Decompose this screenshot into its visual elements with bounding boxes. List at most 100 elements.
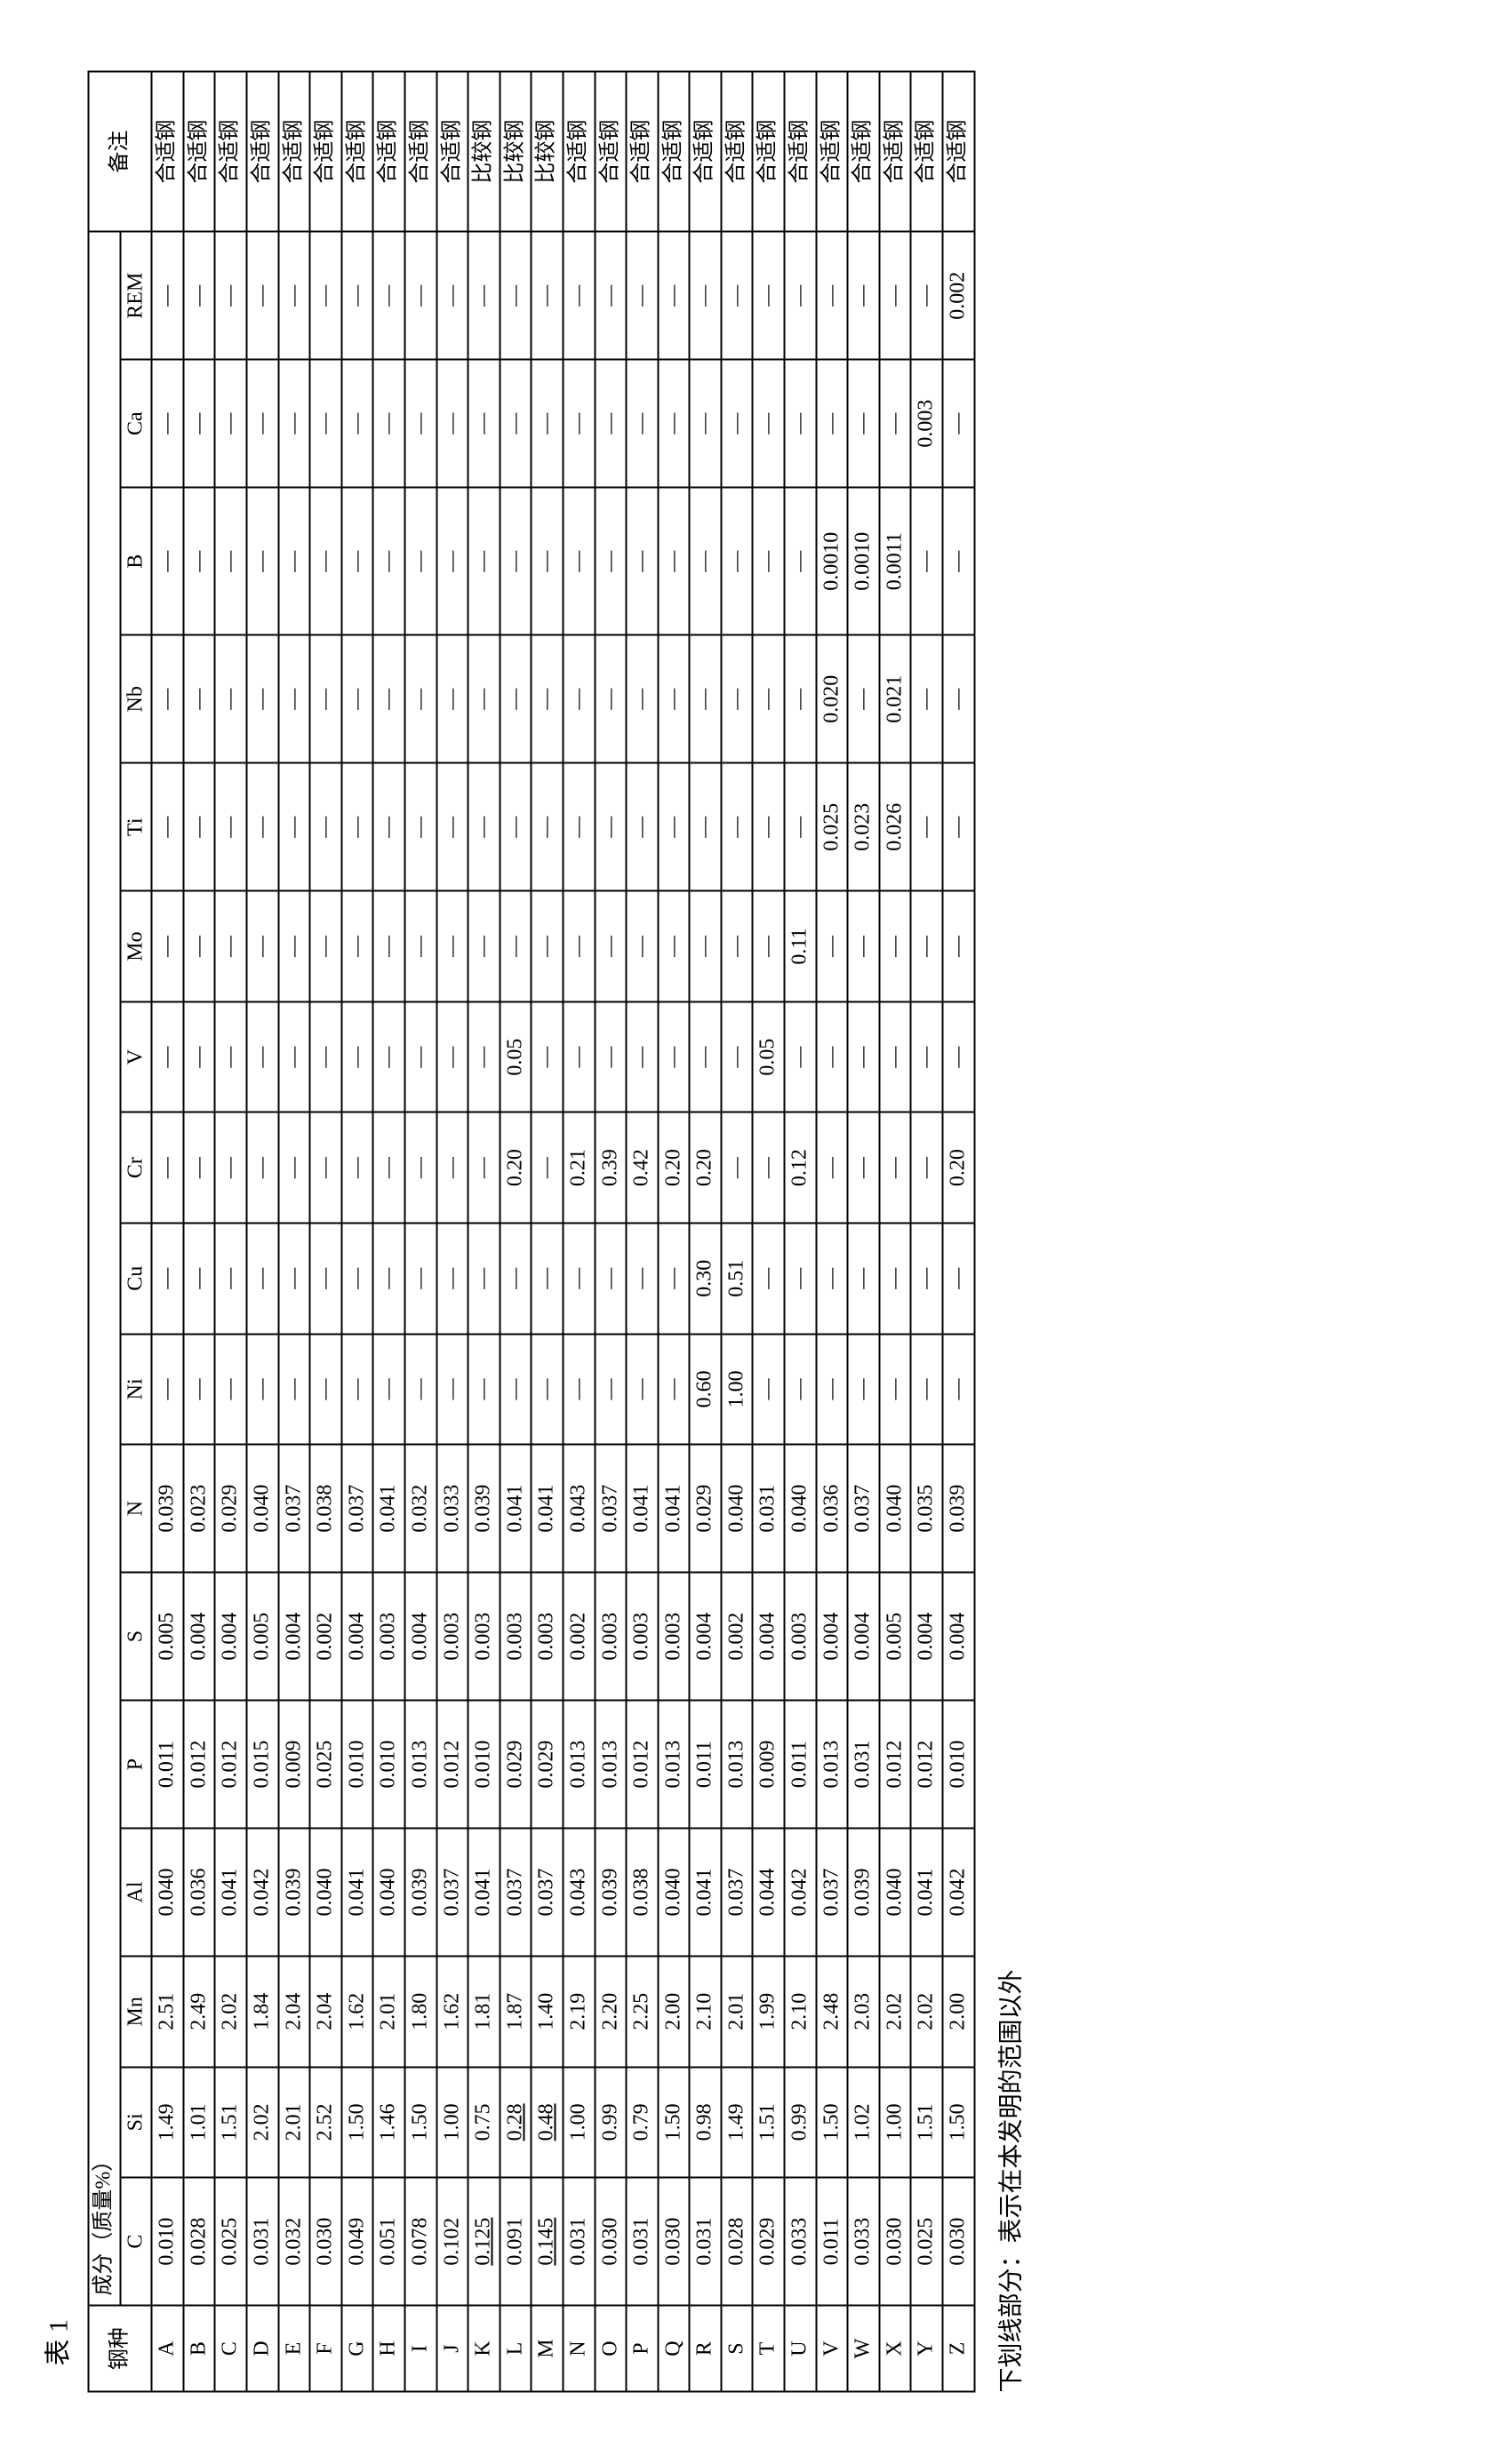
cell: — [721,1112,753,1224]
cell: 0.002 [943,232,975,360]
cell: — [183,635,215,763]
col-cu: Cu [120,1223,152,1334]
cell: — [816,360,848,488]
cell: 0.75 [468,2067,500,2178]
cell: — [627,635,659,763]
cell: 0.029 [215,1445,247,1573]
cell: 0.99 [785,2067,817,2178]
steel-id: M [532,2306,564,2392]
cell: — [341,635,373,763]
cell: — [341,1334,373,1445]
cell: — [278,891,310,1002]
note-cell: 合适钢 [785,72,817,232]
cell: — [816,1334,848,1445]
table-row: R0.0310.982.100.0410.0110.0040.0290.600.… [690,72,722,2392]
cell: 0.30 [690,1223,722,1334]
cell: 0.044 [753,1829,785,1957]
cell: — [658,1334,690,1445]
col-c: C [120,2178,152,2306]
cell: — [627,891,659,1002]
cell: 0.041 [468,1829,500,1957]
cell: 0.039 [848,1829,880,1957]
cell: — [563,635,595,763]
cell: — [943,891,975,1002]
cell: — [152,1001,184,1112]
cell: 0.021 [879,635,911,763]
cell: 0.039 [595,1829,627,1957]
cell: — [753,488,785,635]
table-row: Z0.0301.502.000.0420.0100.0040.039——0.20… [943,72,975,2392]
cell: — [215,635,247,763]
cell: 2.02 [215,1956,247,2067]
cell: — [785,763,817,891]
cell: — [278,360,310,488]
cell: — [532,763,564,891]
table-row: I0.0781.501.800.0390.0130.0040.032——————… [404,72,436,2392]
steel-id: O [595,2306,627,2392]
cell: 0.011 [690,1701,722,1829]
cell: — [563,232,595,360]
cell: — [721,763,753,891]
cell: — [785,232,817,360]
cell: — [690,891,722,1002]
cell: — [404,488,436,635]
steel-id: N [563,2306,595,2392]
cell: 0.010 [468,1701,500,1829]
col-composition: 成分（质量%） [89,232,121,2306]
cell: — [246,232,278,360]
cell: — [152,488,184,635]
cell: — [595,763,627,891]
cell: 0.28 [500,2067,532,2178]
cell: 0.040 [879,1829,911,1957]
cell: — [943,360,975,488]
cell: — [278,763,310,891]
cell: — [246,635,278,763]
cell: 0.0010 [816,488,848,635]
cell: — [690,635,722,763]
cell: — [627,763,659,891]
cell: — [532,488,564,635]
note-cell: 合适钢 [215,72,247,232]
cell: — [943,1334,975,1445]
cell: 0.0011 [879,488,911,635]
cell: — [310,891,342,1002]
cell: 2.04 [278,1956,310,2067]
steel-id: F [310,2306,342,2392]
cell: — [246,488,278,635]
cell: — [753,1223,785,1334]
cell: 0.040 [785,1445,817,1573]
note-cell: 比较钢 [500,72,532,232]
cell: 1.00 [436,2067,468,2178]
note-cell: 合适钢 [152,72,184,232]
cell: 0.037 [436,1829,468,1957]
cell: — [627,1223,659,1334]
cell: 0.037 [500,1829,532,1957]
cell: 1.51 [215,2067,247,2178]
cell: — [468,488,500,635]
cell: 0.013 [721,1701,753,1829]
cell: 1.02 [848,2067,880,2178]
steel-id: X [879,2306,911,2392]
note-cell: 合适钢 [341,72,373,232]
cell: — [436,1334,468,1445]
cell: — [690,232,722,360]
cell: 0.009 [278,1701,310,1829]
cell: 0.015 [246,1701,278,1829]
cell: 0.030 [595,2178,627,2306]
cell: — [183,360,215,488]
cell: — [341,488,373,635]
cell: 0.003 [595,1573,627,1701]
note-cell: 比较钢 [468,72,500,232]
cell: — [215,1223,247,1334]
cell: 2.52 [310,2067,342,2178]
cell: — [911,1112,943,1224]
table-row: C0.0251.512.020.0410.0120.0040.029——————… [215,72,247,2392]
cell: — [595,1223,627,1334]
col-si: Si [120,2067,152,2178]
cell: — [215,1334,247,1445]
cell: 0.013 [404,1701,436,1829]
steel-id: R [690,2306,722,2392]
col-b: B [120,488,152,635]
steel-id: H [373,2306,405,2392]
cell: 0.010 [152,2178,184,2306]
